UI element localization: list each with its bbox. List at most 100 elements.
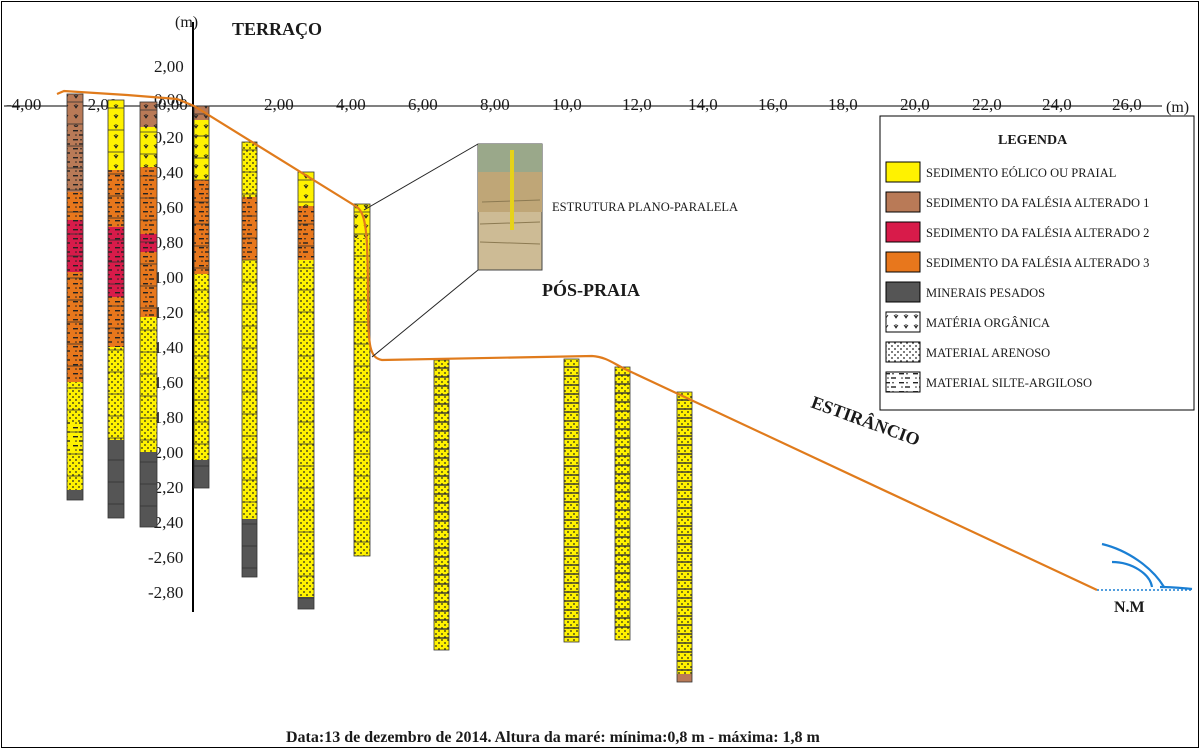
sediment-cores [66, 93, 693, 683]
zone-label-terraco: TERRAÇO [232, 19, 322, 39]
legend-swatch [885, 221, 921, 243]
core-layer-texture [140, 102, 157, 127]
photo-label: ESTRUTURA PLANO-PARALELA [552, 200, 738, 214]
legend-swatch-texture [886, 342, 920, 362]
legend-label: MINERAIS PESADOS [926, 286, 1045, 300]
core-layer-texture [67, 94, 83, 127]
core-layer-texture [242, 260, 257, 519]
core-outline [241, 141, 258, 578]
legend-label: MATÉRIA ORGÂNICA [926, 316, 1050, 330]
core-column-6 [297, 171, 315, 610]
core-layer [140, 452, 157, 527]
core-layer-texture [108, 347, 124, 440]
x-tick-label: 12,0 [622, 95, 652, 114]
core-layer-texture [108, 100, 124, 170]
core-outline [563, 358, 580, 643]
legend-item-eolico: SEDIMENTO EÓLICO OU PRAIAL [885, 161, 1116, 183]
legend-item-alt2: SEDIMENTO DA FALÉSIA ALTERADO 2 [885, 221, 1149, 243]
core-outline [297, 171, 315, 610]
legend-label: SEDIMENTO DA FALÉSIA ALTERADO 3 [926, 256, 1149, 270]
core-column-10 [614, 366, 631, 641]
legend-label: MATERIAL ARENOSO [926, 346, 1050, 360]
core-column-11 [676, 391, 693, 683]
core-layer-texture [67, 272, 83, 382]
y-axis-unit: (m) [175, 14, 198, 31]
core-layer-texture [67, 452, 83, 490]
x-tick-label: 18,0 [828, 95, 858, 114]
core-layer-texture [108, 170, 124, 227]
core-layer-texture [298, 260, 314, 597]
legend-label: SEDIMENTO DA FALÉSIA ALTERADO 1 [926, 196, 1149, 210]
legend-label: SEDIMENTO DA FALÉSIA ALTERADO 2 [926, 226, 1149, 240]
core-layer-texture [108, 297, 124, 347]
core-outline [107, 99, 125, 519]
x-tick-label: -4,00 [6, 95, 41, 114]
x-tick-label: 22,0 [972, 95, 1002, 114]
x-tick-label: 26,0 [1112, 95, 1142, 114]
core-layer-texture [140, 317, 157, 452]
core-layer-texture [354, 204, 370, 238]
legend-label: MATERIAL SILTE-ARGILOSO [926, 376, 1092, 390]
legend-item-arenoso: MATERIAL ARENOSO [885, 341, 1050, 363]
legend-item-pesados: MINERAIS PESADOS [885, 281, 1045, 303]
legend-title: LEGENDA [998, 133, 1068, 148]
x-tick-label: 16,0 [758, 95, 788, 114]
y-tick-label: 2,00 [154, 57, 184, 76]
core-layer-texture [194, 120, 209, 180]
x-tick-label: 20,0 [900, 95, 930, 114]
core-layer-texture [615, 367, 630, 640]
legend-item-alt3: SEDIMENTO DA FALÉSIA ALTERADO 3 [885, 251, 1149, 273]
legend-item-alt1: SEDIMENTO DA FALÉSIA ALTERADO 1 [885, 191, 1149, 213]
core-layer [194, 460, 209, 488]
legend-swatch [885, 251, 921, 273]
core-outline [353, 203, 371, 557]
sea-level-label: N.M [1114, 599, 1145, 616]
y-tick-label: 0,00 [154, 90, 184, 109]
legend-swatch [885, 191, 921, 213]
core-layer-texture [67, 220, 83, 272]
legend-items: SEDIMENTO EÓLICO OU PRAIAL SEDIMENTO DA F… [885, 161, 1149, 393]
x-tick-label: 4,00 [336, 95, 366, 114]
core-layer [108, 440, 124, 518]
core-outline [676, 391, 693, 683]
x-tick-label: 10,0 [552, 95, 582, 114]
core-layer-texture [67, 422, 83, 452]
legend-box [879, 115, 1195, 411]
photo-lamination [479, 241, 541, 245]
core-layer-texture [140, 127, 157, 167]
core-layer-texture [434, 360, 449, 650]
core-layer-texture [242, 197, 257, 260]
core-column-9 [563, 358, 580, 643]
legend: LEGENDA SEDIMENTO EÓLICO OU PRAIALSEDIME… [879, 115, 1195, 411]
core-layer-texture [298, 206, 314, 260]
callout-line [371, 269, 479, 358]
wave-icon [1101, 542, 1193, 591]
core-layer-texture [194, 274, 209, 460]
legend-item-organica: MATÉRIA ORGÂNICA [885, 311, 1050, 333]
x-axis-unit: (m) [1166, 99, 1189, 116]
core-outline [139, 101, 158, 528]
core-layer [298, 597, 314, 609]
x-tick-label: 24,0 [1042, 95, 1072, 114]
core-layer-texture [242, 142, 257, 197]
core-column-3 [139, 101, 158, 528]
core-layer [242, 519, 257, 577]
core-layer-texture [298, 172, 314, 206]
legend-label: SEDIMENTO EÓLICO OU PRAIAL [926, 166, 1116, 180]
core-column-7 [353, 203, 371, 557]
core-outline [433, 359, 450, 651]
beach-profile-line [56, 89, 1098, 591]
zone-label-pos-praia: PÓS-PRAIA [542, 279, 640, 300]
core-column-5 [241, 141, 258, 578]
core-layer-texture [564, 359, 579, 642]
x-tick-label: 8,00 [480, 95, 510, 114]
legend-swatch-texture [886, 312, 920, 332]
core-layer-texture [67, 127, 83, 192]
figure-caption: Data:13 de dezembro de 2014. Altura da m… [286, 729, 821, 746]
core-layer-texture [677, 392, 692, 674]
callout-line [363, 143, 479, 211]
core-outline [66, 93, 84, 501]
core-layer-texture [67, 192, 83, 220]
photo-ruler [510, 150, 514, 230]
